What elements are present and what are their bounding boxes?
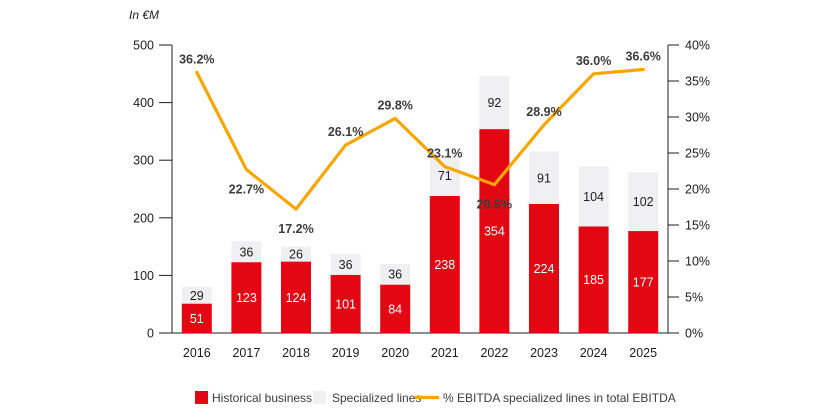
x-axis-label: 2017 bbox=[232, 346, 260, 360]
bar-value-label-specialized-lines: 36 bbox=[339, 258, 353, 272]
right-axis-tick-label: 20% bbox=[685, 183, 710, 197]
bar-segment-specialized-lines bbox=[380, 263, 411, 285]
bar-segment-specialized-lines bbox=[330, 254, 361, 275]
right-axis-tick-label: 30% bbox=[685, 111, 710, 125]
bar-value-label-specialized-lines: 102 bbox=[633, 195, 654, 209]
bar-value-label-specialized-lines: 26 bbox=[289, 248, 303, 262]
bar-segment-historical-business bbox=[529, 203, 559, 333]
legend-swatch-historical-business bbox=[195, 391, 208, 404]
legend-swatch-specialized-lines bbox=[313, 391, 326, 404]
right-axis-tick-label: 35% bbox=[685, 75, 710, 89]
bar-segment-specialized-lines bbox=[231, 241, 262, 263]
x-axis-label: 2022 bbox=[480, 346, 508, 360]
left-axis-tick-label: 0 bbox=[147, 327, 154, 341]
bar-segment-specialized-lines bbox=[429, 155, 460, 196]
line-value-label: 28.9% bbox=[526, 105, 561, 119]
left-axis-tick-label: 200 bbox=[133, 211, 154, 225]
line-value-label: 23.1% bbox=[427, 147, 462, 161]
line-value-label: 36.2% bbox=[179, 52, 214, 66]
right-axis-tick-label: 10% bbox=[685, 255, 710, 269]
bar-segment-historical-business bbox=[578, 226, 609, 333]
bar-segment-historical-business bbox=[281, 261, 311, 333]
right-axis-tick-label: 5% bbox=[685, 291, 703, 305]
bar-value-label-historical-business: 177 bbox=[633, 276, 654, 290]
line-value-label: 29.8% bbox=[377, 98, 412, 112]
left-axis-tick-label: 400 bbox=[133, 96, 154, 110]
line-value-label: 36.6% bbox=[625, 49, 660, 63]
left-axis-tick-label: 500 bbox=[133, 39, 154, 53]
left-axis-tick-label: 300 bbox=[133, 154, 154, 168]
bar-value-label-specialized-lines: 36 bbox=[388, 268, 402, 282]
bar-value-label-historical-business: 238 bbox=[434, 258, 455, 272]
line-value-label: 20.6% bbox=[477, 198, 512, 212]
legend-label-ebitda-specialized-lines-in-total-ebitda: % EBITDA specialized lines in total EBIT… bbox=[443, 391, 676, 405]
bar-value-label-specialized-lines: 36 bbox=[239, 245, 253, 259]
line-value-label: 22.7% bbox=[229, 183, 264, 197]
bar-segment-specialized-lines bbox=[181, 286, 212, 304]
bar-segment-specialized-lines bbox=[281, 246, 311, 262]
x-axis-label: 2016 bbox=[183, 346, 211, 360]
x-axis-label: 2023 bbox=[530, 346, 558, 360]
bar-value-label-specialized-lines: 29 bbox=[190, 289, 204, 303]
bar-value-label-historical-business: 185 bbox=[583, 273, 604, 287]
x-axis-label: 2019 bbox=[332, 346, 360, 360]
bar-segment-specialized-lines bbox=[479, 76, 510, 130]
bar-value-label-historical-business: 84 bbox=[388, 302, 402, 316]
bar-segment-historical-business bbox=[380, 284, 411, 333]
axis-unit-label: In €M bbox=[129, 8, 160, 22]
bar-value-label-historical-business: 101 bbox=[335, 297, 356, 311]
right-axis-tick-label: 15% bbox=[685, 219, 710, 233]
bar-value-label-specialized-lines: 92 bbox=[487, 96, 501, 110]
x-axis-label: 2025 bbox=[629, 346, 657, 360]
bar-value-label-specialized-lines: 104 bbox=[583, 190, 604, 204]
bar-segment-historical-business bbox=[330, 274, 361, 333]
bar-segment-specialized-lines bbox=[529, 151, 559, 204]
bar-value-label-historical-business: 124 bbox=[286, 291, 307, 305]
ebitda-percentage-line bbox=[195, 67, 645, 211]
right-axis-tick-label: 0% bbox=[685, 327, 703, 341]
bar-segment-historical-business bbox=[429, 195, 460, 333]
right-axis-tick-label: 40% bbox=[685, 39, 710, 53]
bar-segment-historical-business bbox=[628, 231, 659, 333]
bar-segment-specialized-lines bbox=[578, 166, 609, 227]
left-axis-tick-label: 100 bbox=[133, 269, 154, 283]
bar-segment-historical-business bbox=[479, 129, 510, 333]
x-axis-label: 2021 bbox=[431, 346, 459, 360]
bar-value-label-historical-business: 51 bbox=[190, 312, 204, 326]
line-value-label: 36.0% bbox=[576, 54, 611, 68]
bar-segment-historical-business bbox=[231, 262, 262, 333]
bar-value-label-specialized-lines: 91 bbox=[537, 171, 551, 185]
bar-value-label-historical-business: 123 bbox=[236, 291, 257, 305]
bar-value-label-historical-business: 224 bbox=[534, 262, 555, 276]
x-axis-label: 2020 bbox=[381, 346, 409, 360]
legend-label-specialized-lines: Specialized lines bbox=[332, 391, 421, 405]
bar-value-label-specialized-lines: 71 bbox=[438, 169, 452, 183]
line-value-label: 26.1% bbox=[328, 125, 363, 139]
x-axis-label: 2018 bbox=[282, 346, 310, 360]
line-value-label: 17.2% bbox=[278, 222, 313, 236]
legend-label-historical-business: Historical business bbox=[212, 391, 312, 405]
right-axis-tick-label: 25% bbox=[685, 147, 710, 161]
bar-segment-historical-business bbox=[181, 303, 212, 333]
bar-segment-specialized-lines bbox=[628, 172, 659, 232]
x-axis-label: 2024 bbox=[580, 346, 608, 360]
bar-value-label-historical-business: 354 bbox=[484, 225, 505, 239]
